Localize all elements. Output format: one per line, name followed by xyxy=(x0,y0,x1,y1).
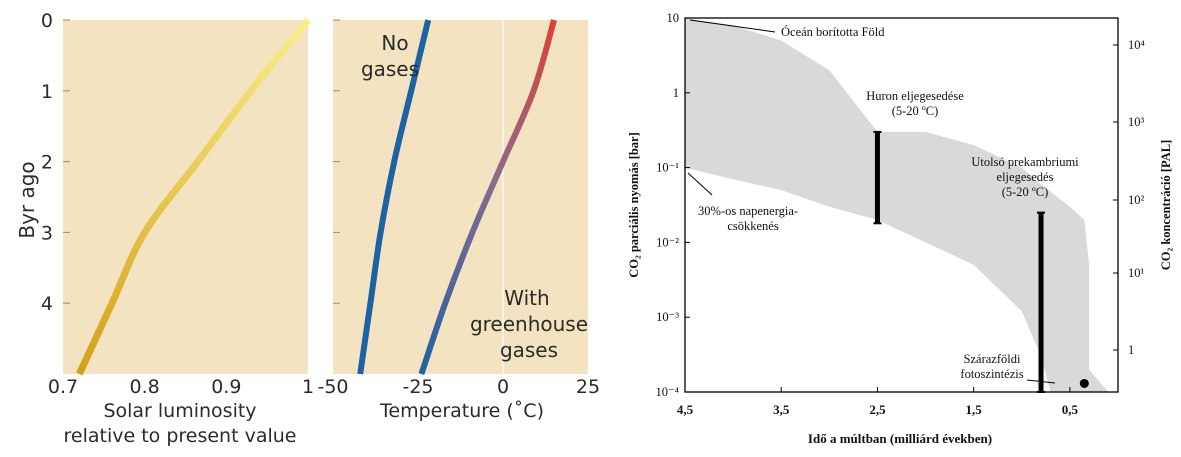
y2-tick-label: 10² xyxy=(1128,193,1145,207)
y-axis-label-byr-ago: Byr ago xyxy=(15,161,39,238)
x-tick-label: -50 xyxy=(317,376,348,398)
x-tick-label: 0.8 xyxy=(130,376,160,398)
annotation-huron-line-2: (5-20 ºC) xyxy=(892,104,939,118)
greenhouse-gases-curve xyxy=(418,19,557,375)
no-gases-curve xyxy=(357,19,432,375)
x-tick-label: 1 xyxy=(302,376,314,398)
annotation-last-precambrian-line-2: eljegesedés xyxy=(997,170,1054,184)
plot-frame-co2 xyxy=(684,17,1119,393)
panel-solar-luminosity: 0 1 2 3 4 0.7 0.8 0.9 1 Byr ago Solar luminosit… xyxy=(15,10,314,447)
y2-tick-label: 10¹ xyxy=(1128,266,1145,280)
y-axis-label-co2-partial-pressure: CO₂ parciális nyomás [bar] xyxy=(627,132,641,278)
land-photosynthesis-point xyxy=(1079,378,1089,388)
y2-tick-label: 1 xyxy=(1128,343,1134,357)
y2-tick-label: 10³ xyxy=(1128,115,1145,129)
series-label-gases: gases xyxy=(361,57,419,81)
x-tick-label: 0 xyxy=(497,376,509,398)
annotation-land-photosynthesis-line-1: Szárazföldi xyxy=(964,352,1021,366)
annotation-last-precambrian-line-3: (5-20 ºC) xyxy=(1002,185,1049,199)
annotation-huron-line-1: Huron eljegesedése xyxy=(866,89,964,103)
y-tick-label: 10⁻¹ xyxy=(656,161,679,175)
annotation-solar-decline-line-2: csökkenés xyxy=(727,219,779,233)
leader-land-photosynthesis xyxy=(1026,379,1056,384)
y-tick-label: 0 xyxy=(41,10,53,32)
y-tick-label: 10⁻² xyxy=(656,235,679,249)
leader-ocean xyxy=(689,19,776,33)
x-tick-label: -25 xyxy=(402,376,433,398)
y-tick-label: 3 xyxy=(41,222,53,244)
annotation-ocean-covered-earth: Óceán borította Föld xyxy=(781,25,885,39)
series-label-greenhouse: greenhouse xyxy=(470,312,588,336)
annotation-solar-decline-line-1: 30%-os napenergia- xyxy=(698,204,798,218)
y2-axis-label-co2-concentration: CO₂ koncentráció [PAL] xyxy=(1159,140,1173,271)
solar-luminosity-curve xyxy=(76,17,311,376)
series-label-gases-2: gases xyxy=(500,338,558,362)
y2-tick-label: 10⁴ xyxy=(1128,38,1145,52)
panel-temperature: -50 -25 0 25 No gases With greenhouse gases… xyxy=(317,19,600,422)
y-tick-label: 1 xyxy=(673,86,679,100)
x-axis-label-time: Idő a múltban (milliárd években) xyxy=(808,431,992,446)
y-tick-label: 1 xyxy=(41,81,53,103)
leader-solar-decline xyxy=(687,172,713,196)
x-tick-label: 0,5 xyxy=(1062,402,1079,417)
annotation-last-precambrian-line-1: Utolsó prekambriumi xyxy=(971,155,1079,169)
x-tick-label: 1,5 xyxy=(966,402,983,417)
x-axis-label-line-1: Solar luminosity xyxy=(103,400,256,422)
x-tick-label: 0.7 xyxy=(48,376,78,398)
series-label-no: No xyxy=(381,31,408,55)
plot-area-solar xyxy=(63,20,308,374)
plot-area-temperature xyxy=(333,20,588,374)
series-label-with: With xyxy=(504,286,549,310)
co2-range-band xyxy=(685,18,1118,392)
panel-co2: 10 1 10⁻¹ 10⁻² 10⁻³ 10⁻⁴ 10⁴ 10³ 10² 10¹ 1 4,5 3,5 2,… xyxy=(627,11,1173,446)
x-tick-label: 0.9 xyxy=(211,376,241,398)
x-tick-label: 25 xyxy=(576,376,600,398)
annotation-land-photosynthesis-line-2: fotoszintézis xyxy=(960,367,1023,381)
x-tick-label: 3,5 xyxy=(773,402,790,417)
x-tick-label: 2,5 xyxy=(869,402,886,417)
y-tick-label: 10⁻⁴ xyxy=(656,385,679,399)
y-tick-label: 10⁻³ xyxy=(656,310,679,324)
y-tick-label: 10 xyxy=(667,11,680,25)
x-axis-label-temperature: Temperature (˚C) xyxy=(379,400,544,422)
y-tick-label: 4 xyxy=(41,293,53,315)
y-tick-label: 2 xyxy=(41,152,53,174)
x-tick-label: 4,5 xyxy=(677,402,694,417)
x-axis-label-line-2: relative to present value xyxy=(64,425,297,447)
